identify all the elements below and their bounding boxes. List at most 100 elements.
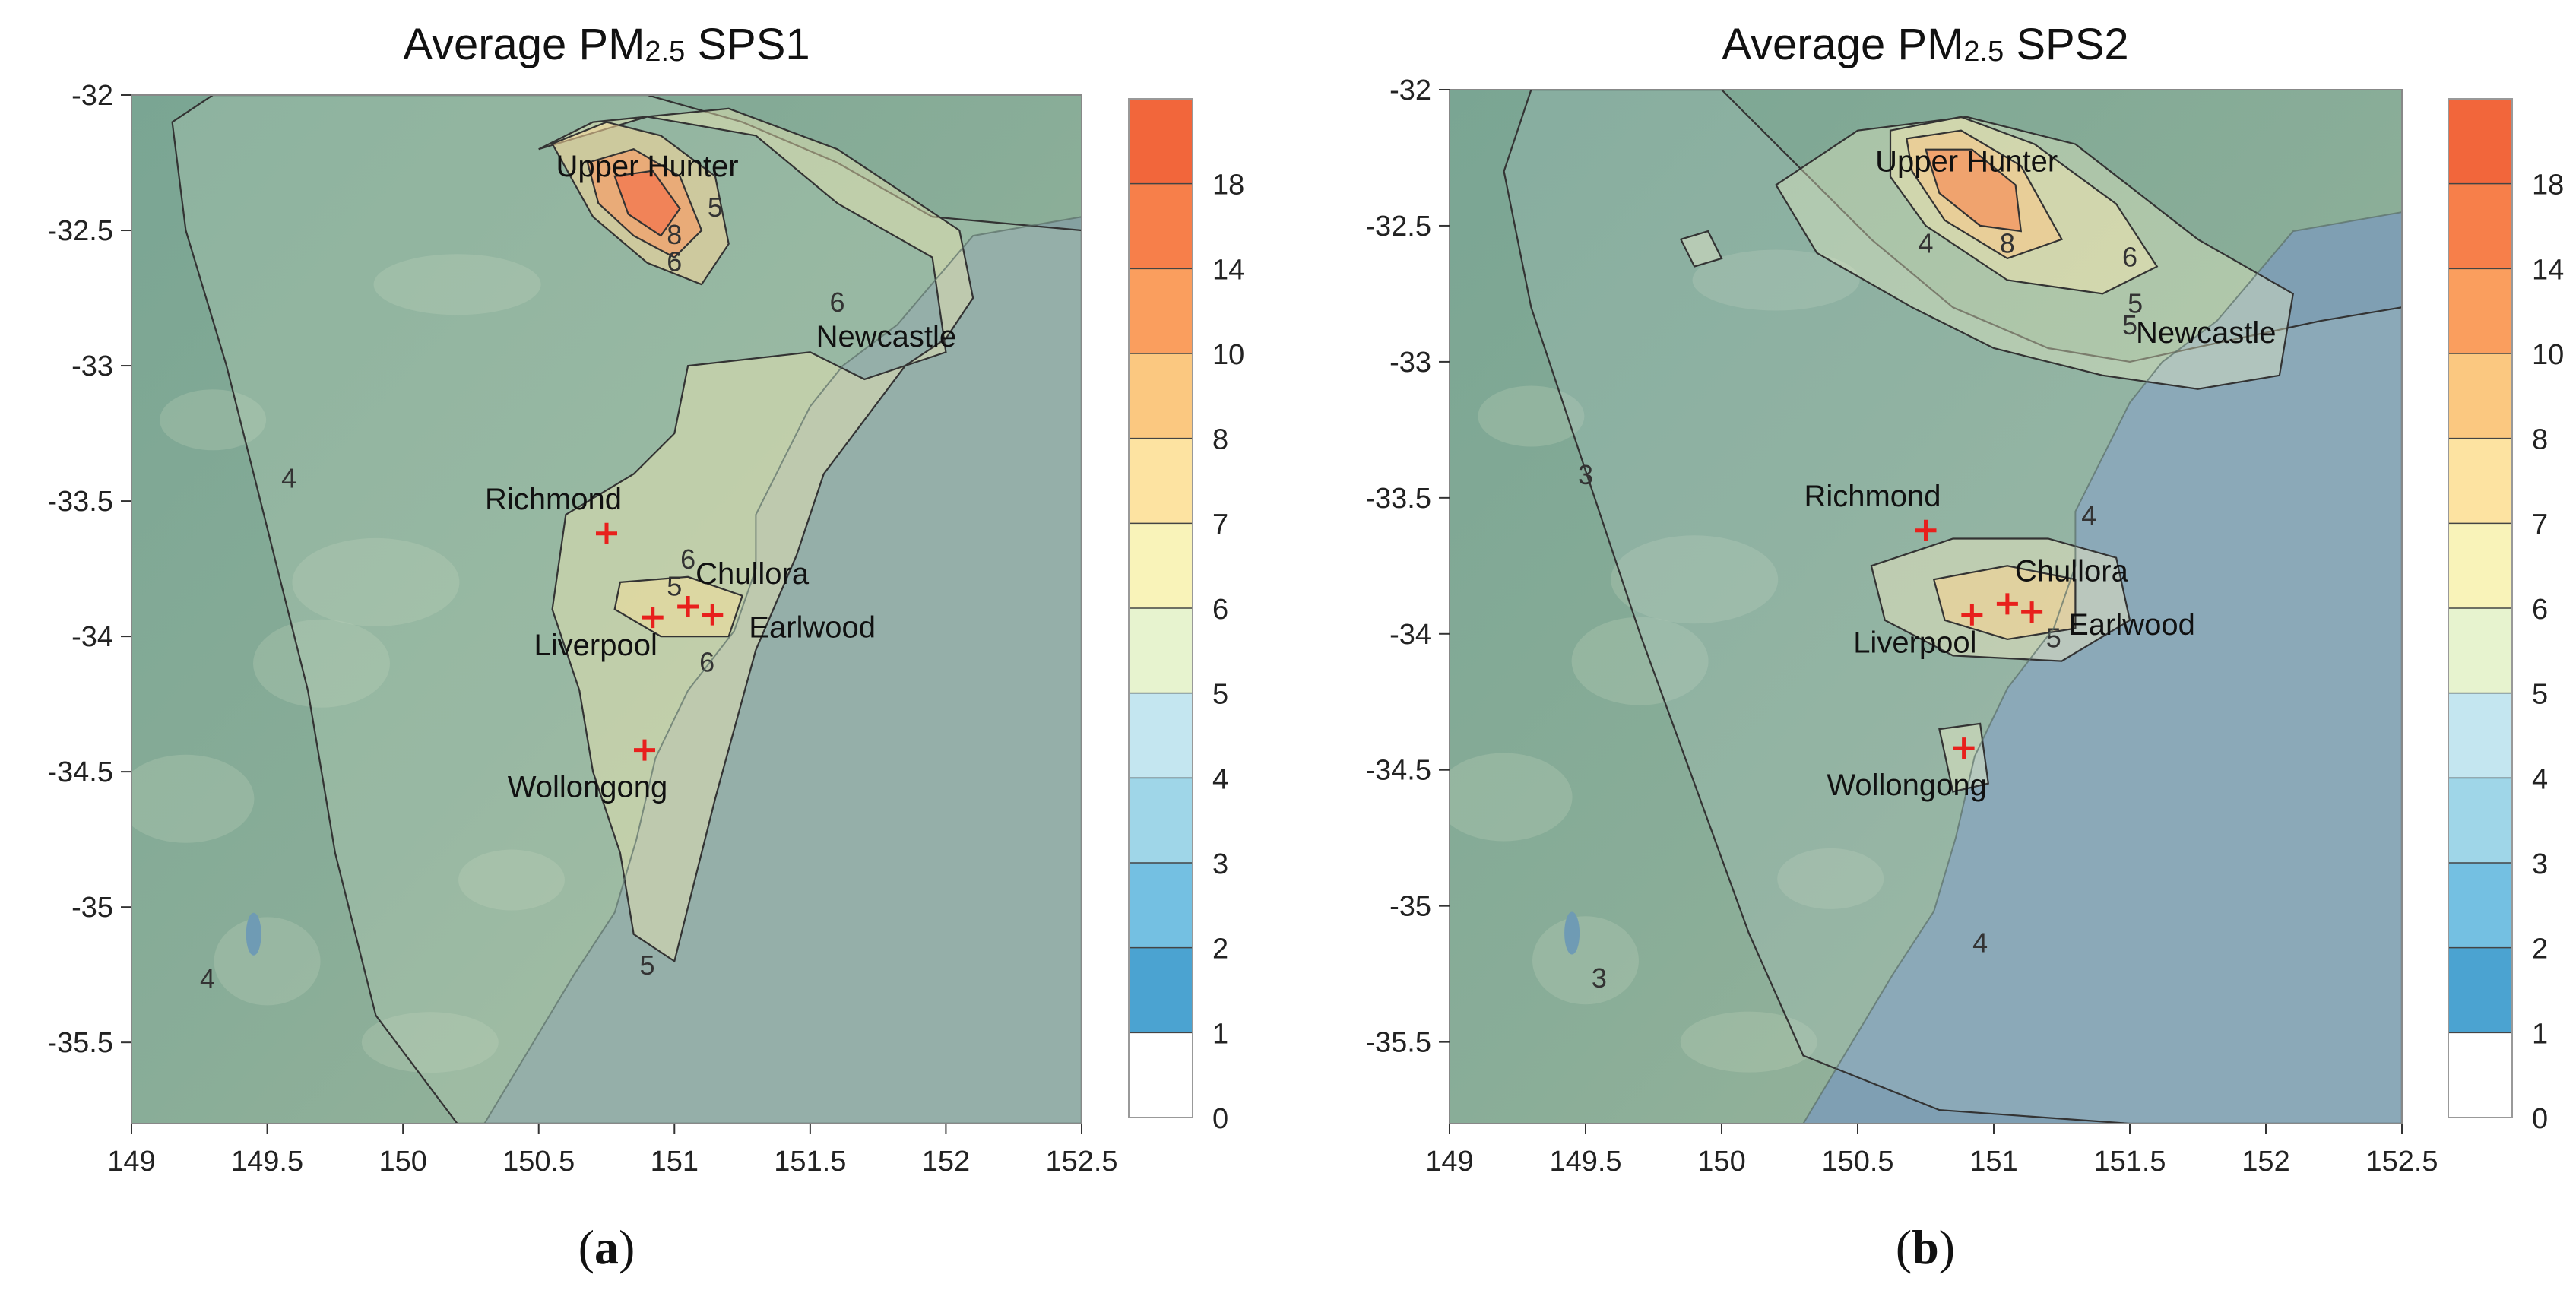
colorbar-tick-label: 14: [1212, 254, 1244, 286]
colorbar-tick-label: 5: [1212, 679, 1228, 711]
x-tick-label: 150: [1697, 1146, 1745, 1178]
plot-frame: [1449, 89, 2403, 1124]
site-label-richmond: Richmond: [1804, 480, 1941, 513]
terrain-patch: [458, 849, 565, 911]
colorbar-frame: [2448, 98, 2513, 1118]
colorbar-swatch: [2448, 1032, 2512, 1118]
terrain-patch: [214, 917, 321, 1006]
site-marker-liverpool: [642, 607, 664, 629]
colorbar-tick-label: 1: [2532, 1018, 2548, 1050]
y-tick-label: -34: [71, 621, 113, 653]
y-tick-label: -32.5: [47, 215, 113, 247]
terrain-patch: [160, 389, 267, 451]
contour-label: 8: [2000, 228, 2015, 259]
terrain-patch: [1692, 249, 1860, 311]
colorbar-swatch: [2448, 523, 2512, 608]
colorbar-swatch: [1129, 863, 1193, 948]
site-marker-liverpool: [1961, 604, 1983, 626]
colorbar-swatch: [1129, 99, 1193, 184]
colorbar-tick-label: 7: [1212, 509, 1228, 541]
terrain-patch: [373, 254, 541, 315]
site-label-chullora: Chullora: [695, 557, 810, 591]
site-label-liverpool: Liverpool: [534, 629, 657, 662]
colorbar-tick-label: 0: [2532, 1103, 2548, 1135]
x-tick-label: 149.5: [231, 1146, 303, 1178]
colorbar-tick-label: 5: [2532, 679, 2548, 711]
x-tick-label: 149.5: [1549, 1146, 1621, 1178]
colorbar-swatch: [1129, 523, 1193, 608]
colorbar-tick-label: 6: [2532, 594, 2548, 626]
chart-title-suffix: SPS1: [685, 20, 810, 69]
site-label-upper-hunter: Upper Hunter: [1875, 144, 2058, 178]
colorbar-swatch: [2448, 863, 2512, 948]
site-label-upper-hunter: Upper Hunter: [556, 150, 739, 183]
colorbar-tick-label: 4: [2532, 763, 2548, 795]
terrain-patch: [361, 1012, 499, 1073]
y-tick-label: -35.5: [47, 1027, 113, 1059]
x-tick-label: 150.5: [1821, 1146, 1893, 1178]
y-tick-label: -33.5: [1365, 483, 1431, 515]
terrain-patch: [253, 619, 390, 708]
colorbar-swatch: [1129, 947, 1193, 1033]
site-marker-richmond: [1915, 519, 1937, 541]
chart-title-prefix: Average PM: [1722, 20, 1963, 69]
colorbar-swatch: [1129, 183, 1193, 269]
y-tick-label: -34.5: [1365, 755, 1431, 787]
chart-title-prefix: Average PM: [403, 20, 645, 69]
colorbar-swatch: [1129, 778, 1193, 863]
colorbar-tick-label: 10: [1212, 339, 1244, 371]
colorbar-swatch: [2448, 778, 2512, 863]
chart-title-subscript: 2.5: [645, 36, 685, 68]
colorbar-swatch: [2448, 353, 2512, 439]
colorbar-swatch: [1129, 693, 1193, 778]
land-mass: [1450, 90, 2402, 1124]
colorbar-tick-label: 1: [1212, 1018, 1228, 1050]
land-mass: [131, 95, 1082, 1124]
colorbar-swatch: [2448, 438, 2512, 524]
colorbar-tick-label: 18: [2532, 170, 2564, 201]
x-tick-label: 151: [651, 1146, 699, 1178]
site-label-earlwood: Earlwood: [749, 611, 876, 645]
contour-label: 4: [2081, 500, 2096, 531]
colorbar-tick-label: 7: [2532, 509, 2548, 541]
y-tick-label: -34: [1389, 619, 1431, 651]
colorbar-tick-label: 8: [1212, 424, 1228, 456]
contour-label: 5: [640, 950, 655, 981]
colorbar-tick-label: 18: [1212, 170, 1244, 201]
contour-label: 4: [200, 963, 215, 994]
site-marker-earlwood: [2021, 601, 2043, 623]
colorbar-swatch: [2448, 947, 2512, 1033]
site-marker-wollongong: [1953, 737, 1975, 759]
colorbar-swatch: [1129, 438, 1193, 524]
colorbar-tick-label: 6: [1212, 594, 1228, 626]
panel-label-letter: a: [594, 1220, 619, 1274]
colorbar-tick-label: 0: [1212, 1103, 1228, 1135]
panel-label-open: (: [578, 1220, 594, 1274]
contour-label: 3: [1578, 459, 1593, 490]
chart-title-subscript: 2.5: [1963, 36, 2004, 68]
colorbar-tick-label: 4: [1212, 763, 1228, 795]
terrain-patch: [1478, 385, 1585, 447]
terrain-patch: [131, 754, 255, 843]
x-tick-label: 152: [2242, 1146, 2289, 1178]
lake: [246, 912, 261, 956]
contour-small: [1679, 230, 1723, 268]
x-tick-label: 149: [1425, 1146, 1473, 1178]
site-label-wollongong: Wollongong: [508, 771, 668, 804]
panel-label-open: (: [1896, 1220, 1912, 1274]
contour-label: 4: [281, 462, 296, 493]
y-tick-label: -34.5: [47, 756, 113, 788]
colorbar-frame: [1128, 98, 1193, 1118]
terrain-patch: [1680, 1011, 1817, 1073]
contour-label: 3: [1592, 962, 1607, 994]
colorbar-tick-label: 2: [1212, 934, 1228, 965]
site-label-richmond: Richmond: [485, 483, 622, 516]
site-marker-richmond: [596, 522, 617, 544]
colorbar-swatch: [2448, 183, 2512, 269]
contour-label: 4: [1972, 927, 1988, 959]
x-tick-label: 151.5: [774, 1146, 846, 1178]
x-tick-label: 152.5: [2365, 1146, 2438, 1178]
y-tick-label: -35: [71, 892, 113, 924]
contour-label: 6: [680, 544, 695, 575]
